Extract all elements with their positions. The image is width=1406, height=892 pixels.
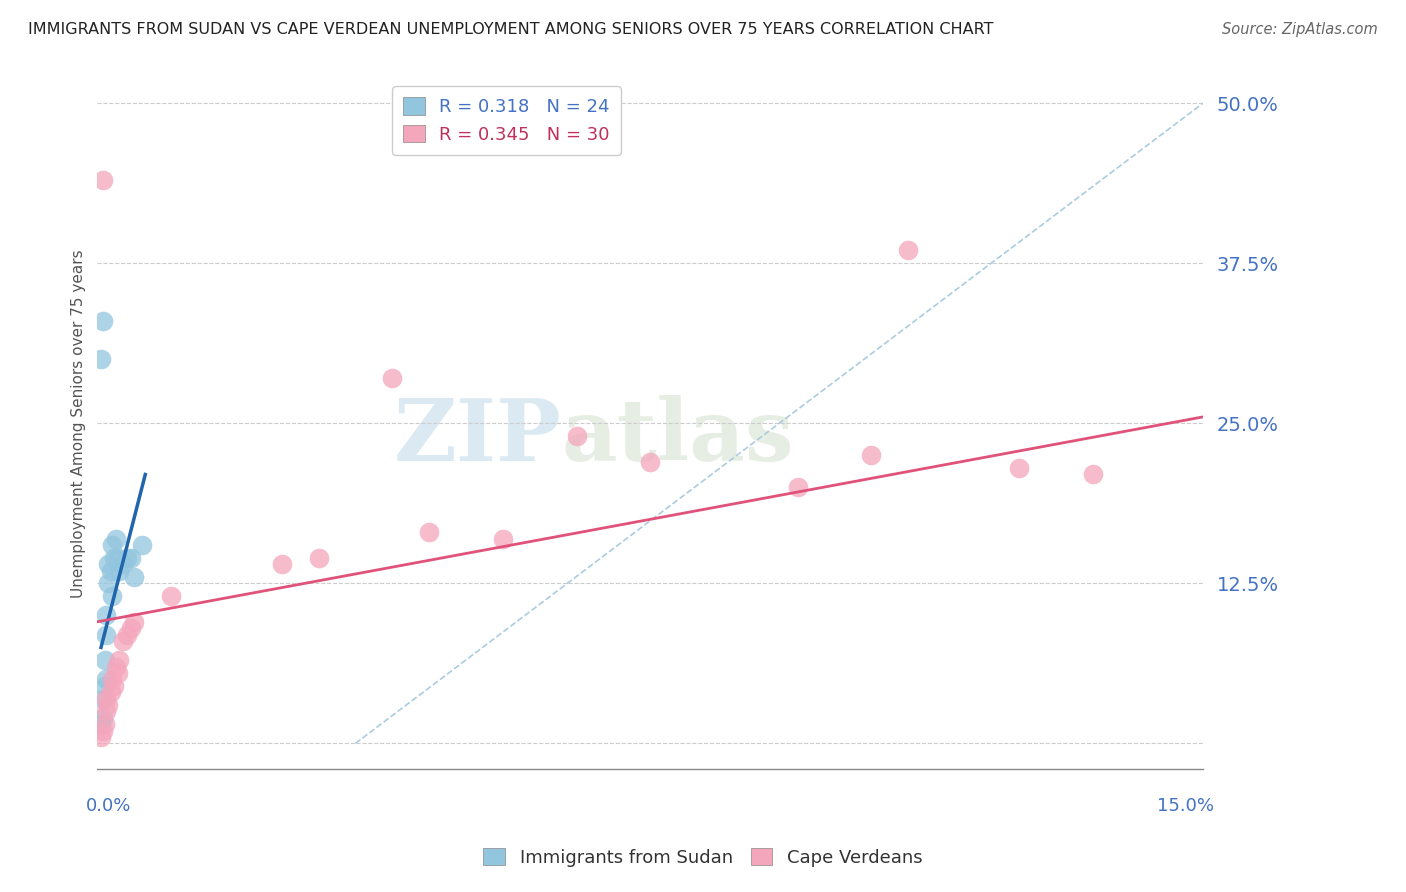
- Point: [131, 538, 153, 552]
- Text: Source: ZipAtlas.com: Source: ZipAtlas.com: [1222, 22, 1378, 37]
- Point: [90, 717, 112, 731]
- Point: [860, 448, 883, 462]
- Point: [112, 634, 135, 648]
- Point: [96, 608, 118, 623]
- Point: [96, 627, 118, 641]
- Point: [93, 653, 115, 667]
- Point: [1008, 461, 1031, 475]
- Point: [640, 455, 662, 469]
- Point: [97, 698, 120, 712]
- Point: [103, 550, 125, 565]
- Point: [897, 244, 920, 258]
- Point: [91, 173, 114, 187]
- Point: [1081, 467, 1104, 482]
- Text: 15.0%: 15.0%: [1157, 797, 1215, 814]
- Legend: R = 0.318   N = 24, R = 0.345   N = 30: R = 0.318 N = 24, R = 0.345 N = 30: [392, 87, 620, 155]
- Point: [160, 589, 183, 603]
- Point: [101, 673, 124, 687]
- Point: [97, 557, 120, 571]
- Text: IMMIGRANTS FROM SUDAN VS CAPE VERDEAN UNEMPLOYMENT AMONG SENIORS OVER 75 YEARS C: IMMIGRANTS FROM SUDAN VS CAPE VERDEAN UN…: [28, 22, 994, 37]
- Y-axis label: Unemployment Among Seniors over 75 years: Unemployment Among Seniors over 75 years: [72, 249, 86, 598]
- Point: [104, 659, 127, 673]
- Point: [108, 564, 131, 578]
- Point: [91, 691, 114, 706]
- Point: [122, 615, 145, 629]
- Point: [308, 550, 330, 565]
- Point: [90, 352, 112, 367]
- Point: [565, 429, 588, 443]
- Point: [120, 550, 142, 565]
- Point: [108, 653, 131, 667]
- Point: [103, 679, 125, 693]
- Point: [97, 576, 120, 591]
- Text: ZIP: ZIP: [394, 395, 562, 479]
- Point: [104, 532, 127, 546]
- Point: [381, 371, 404, 385]
- Point: [115, 550, 138, 565]
- Point: [120, 621, 142, 635]
- Point: [270, 557, 292, 571]
- Point: [100, 685, 122, 699]
- Point: [492, 532, 515, 546]
- Point: [96, 673, 118, 687]
- Point: [100, 564, 122, 578]
- Point: [107, 550, 129, 565]
- Point: [91, 711, 114, 725]
- Point: [115, 627, 138, 641]
- Text: 0.0%: 0.0%: [86, 797, 132, 814]
- Point: [786, 480, 808, 494]
- Point: [93, 717, 115, 731]
- Point: [101, 538, 124, 552]
- Point: [91, 314, 114, 328]
- Text: atlas: atlas: [562, 395, 794, 479]
- Point: [93, 679, 115, 693]
- Legend: Immigrants from Sudan, Cape Verdeans: Immigrants from Sudan, Cape Verdeans: [477, 841, 929, 874]
- Point: [91, 723, 114, 738]
- Point: [112, 557, 135, 571]
- Point: [122, 570, 145, 584]
- Point: [96, 705, 118, 719]
- Point: [90, 730, 112, 744]
- Point: [101, 589, 124, 603]
- Point: [107, 666, 129, 681]
- Point: [418, 525, 440, 540]
- Point: [96, 691, 118, 706]
